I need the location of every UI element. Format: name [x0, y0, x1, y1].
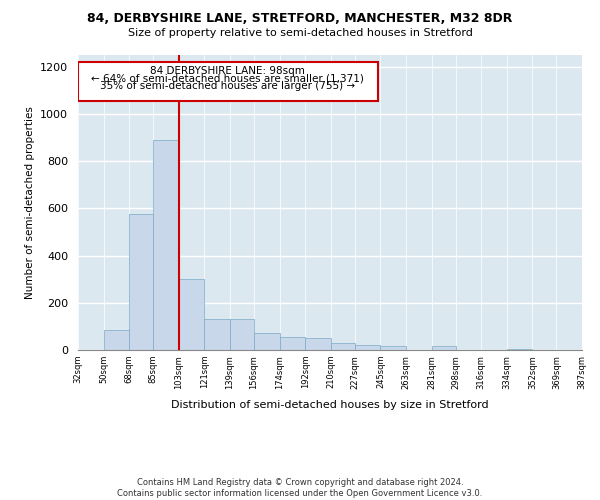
Bar	[254, 334, 280, 350]
Text: 35% of semi-detached houses are larger (755) →: 35% of semi-detached houses are larger (…	[100, 80, 355, 90]
Bar	[331, 343, 355, 350]
Text: Contains HM Land Registry data © Crown copyright and database right 2024.
Contai: Contains HM Land Registry data © Crown c…	[118, 478, 482, 498]
Text: 84 DERBYSHIRE LANE: 98sqm: 84 DERBYSHIRE LANE: 98sqm	[151, 66, 305, 76]
Bar	[280, 337, 305, 350]
Text: 84, DERBYSHIRE LANE, STRETFORD, MANCHESTER, M32 8DR: 84, DERBYSHIRE LANE, STRETFORD, MANCHEST…	[88, 12, 512, 26]
Bar	[355, 346, 380, 350]
Text: ← 64% of semi-detached houses are smaller (1,371): ← 64% of semi-detached houses are smalle…	[91, 73, 364, 83]
Bar	[431, 346, 455, 350]
Bar	[205, 320, 230, 350]
Bar	[104, 330, 129, 350]
Bar	[179, 279, 205, 350]
Y-axis label: Number of semi-detached properties: Number of semi-detached properties	[25, 106, 35, 299]
Bar	[380, 346, 406, 350]
Bar	[230, 320, 254, 350]
Bar	[305, 338, 331, 350]
FancyBboxPatch shape	[78, 62, 377, 101]
Bar	[507, 349, 532, 350]
Bar	[153, 140, 179, 350]
Bar	[129, 214, 153, 350]
X-axis label: Distribution of semi-detached houses by size in Stretford: Distribution of semi-detached houses by …	[171, 400, 489, 410]
Text: Size of property relative to semi-detached houses in Stretford: Size of property relative to semi-detach…	[128, 28, 472, 38]
